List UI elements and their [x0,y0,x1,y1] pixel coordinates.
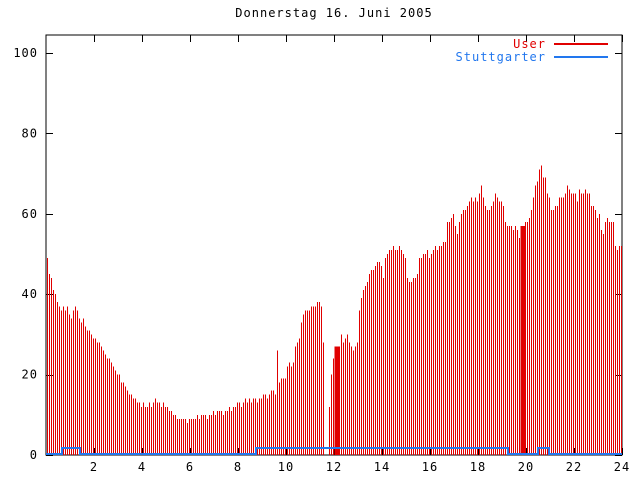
y-tick-label: 100 [13,46,38,60]
chart-title: Donnerstag 16. Juni 2005 [235,6,433,20]
x-tick-label: 10 [278,460,294,474]
x-tick-label: 16 [422,460,438,474]
x-tick-label: 2 [90,460,98,474]
x-tick-label: 24 [614,460,630,474]
x-tick-label: 8 [234,460,242,474]
x-tick-label: 6 [186,460,194,474]
y-tick-label: 0 [30,448,38,462]
legend-label-user: User [513,36,546,51]
y-tick-label: 60 [22,207,38,221]
x-tick-label: 18 [470,460,486,474]
legend: User Stuttgarter [455,36,608,64]
x-tick-label: 14 [374,460,390,474]
user-solid-block [334,346,339,455]
user-solid-block [520,225,526,455]
stuttgarter-line [46,446,622,455]
y-tick-label: 20 [22,368,38,382]
x-tick-label: 20 [518,460,534,474]
user-impulses [47,165,622,455]
legend-line-sample-stuttgarter [554,55,608,58]
x-tick-label: 22 [566,460,582,474]
legend-entry-user: User [456,36,608,51]
y-tick-label: 80 [22,126,38,140]
x-tick-label: 4 [138,460,146,474]
legend-entry-stuttgarter: Stuttgarter [455,49,608,64]
y-tick-label: 40 [22,287,38,301]
legend-label-stuttgarter: Stuttgarter [455,49,546,64]
x-tick-label: 12 [326,460,342,474]
legend-line-sample-user [554,42,608,45]
